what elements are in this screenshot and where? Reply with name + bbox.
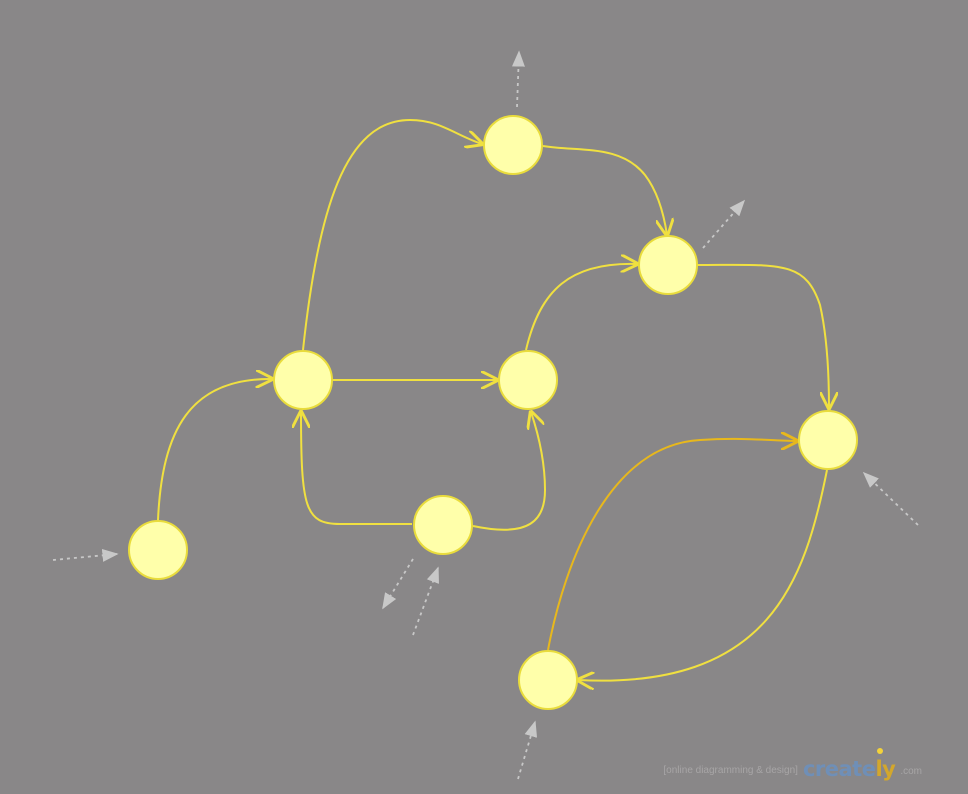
state-bottom[interactable] (518, 650, 578, 710)
edge-bottom-to-right (547, 439, 797, 651)
edge-upper-right-to-right (696, 263, 829, 408)
ghost-arrow-right-entry (862, 471, 919, 526)
states (128, 115, 858, 710)
watermark-tagline: [online diagramming & design] (663, 765, 798, 776)
edge-bottom-center-to-center (472, 412, 547, 531)
transitions (157, 118, 829, 681)
state-top[interactable] (483, 115, 543, 175)
ghost-arrows (52, 50, 919, 780)
state-center[interactable] (498, 350, 558, 410)
ghost-arrow-upper-right-exit (702, 199, 746, 249)
edge-start-to-left-hub (157, 379, 272, 521)
state-start[interactable] (128, 520, 188, 580)
creately-watermark: [online diagramming & design] creately .… (663, 759, 922, 780)
edge-bottom-center-to-left-hub (301, 412, 412, 525)
watermark-domain: .com (900, 766, 922, 777)
edge-left-hub-to-top (302, 118, 482, 351)
state-right[interactable] (798, 410, 858, 470)
state-left-hub[interactable] (273, 350, 333, 410)
edge-top-to-upper-right (542, 145, 667, 235)
edge-center-to-upper-right (525, 264, 637, 351)
ghost-arrow-start-entry (52, 548, 119, 562)
creately-logo: creately (802, 757, 896, 781)
logo-accent-text: ly (875, 757, 896, 781)
edge-right-to-bottom (578, 469, 828, 681)
ghost-arrow-bottom-entry (517, 720, 538, 780)
state-upper-right[interactable] (638, 235, 698, 295)
ghost-arrow-top-exit (511, 50, 525, 108)
ghost-arrow-bottom-center-entry (412, 566, 439, 636)
state-bottom-center[interactable] (413, 495, 473, 555)
ghost-arrow-bottom-center-exit (382, 558, 414, 610)
logo-main-text: create (802, 757, 876, 781)
